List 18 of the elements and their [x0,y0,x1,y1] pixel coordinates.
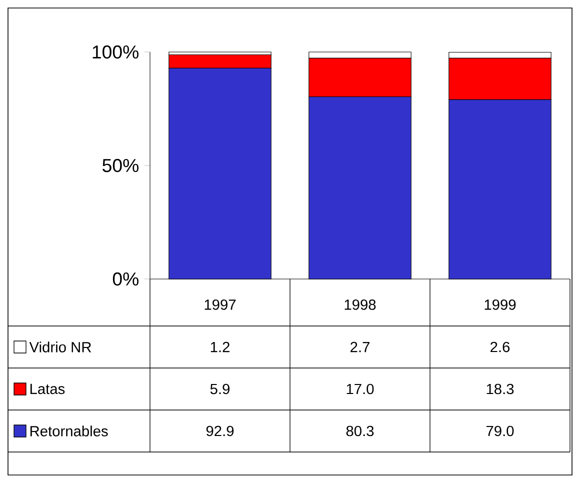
legend-label: Latas [30,384,65,394]
x-tick-label: 1997 [204,300,236,310]
y-tick-label: 0% [112,272,138,286]
legend-label: Vidrio NR [29,342,92,352]
y-tick-label: 50% [102,158,138,172]
x-tick-label: 1998 [344,300,376,310]
legend-label: Retornables [30,426,108,436]
x-tick-label: 1999 [484,300,516,310]
data-label: 80.3 [346,426,374,436]
data-label: 18.3 [486,384,514,394]
data-label: 5.9 [210,384,230,394]
data-label: 79.0 [486,426,514,436]
data-label: 1.2 [210,342,230,352]
data-label: 92.9 [206,426,234,436]
y-tick-label: 100% [92,45,138,59]
data-label: 2.7 [350,342,370,352]
data-label: 2.6 [490,342,510,352]
data-label: 17.0 [346,384,374,394]
